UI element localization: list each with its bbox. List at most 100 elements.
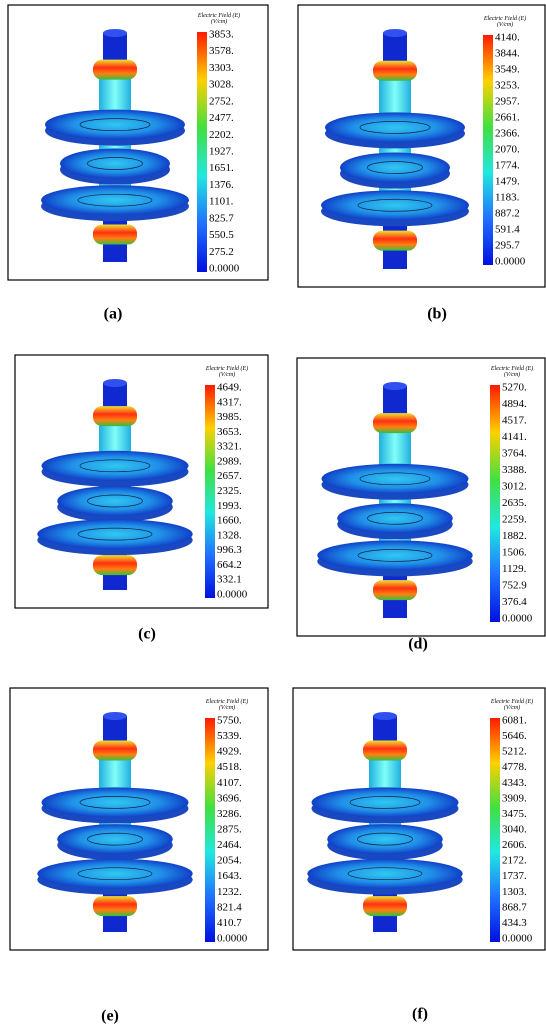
colorbar-label: 4649. (217, 382, 242, 394)
colorbar-label: 664.2 (217, 559, 242, 571)
colorbar (490, 385, 500, 622)
shed (37, 519, 192, 549)
shed (321, 190, 469, 220)
colorbar-label: 5750. (217, 715, 242, 727)
colorbar-label: 4140. (495, 32, 520, 44)
panel-caption: (c) (138, 626, 156, 643)
panel: Electric Field (E)(V/cm) 4649. 4317. 3985. 3… (15, 355, 268, 643)
rod-cap (103, 379, 127, 387)
colorbar-label: 1927. (209, 146, 234, 158)
shed (307, 859, 462, 889)
colorbar (197, 32, 207, 272)
colorbar-label: 4929. (217, 746, 242, 758)
colorbar-label: 3853. (209, 29, 234, 41)
fitting (93, 896, 137, 916)
fitting (93, 60, 137, 80)
fitting (373, 231, 417, 251)
colorbar-label: 2989. (217, 455, 242, 467)
colorbar-label: 0.0000 (495, 256, 526, 268)
colorbar-label: 2202. (209, 129, 234, 141)
fitting (93, 555, 137, 575)
colorbar-label: 332.1 (217, 574, 242, 586)
colorbar-label: 2259. (502, 514, 527, 526)
fitting (93, 225, 137, 245)
colorbar-label: 2957. (495, 96, 520, 108)
colorbar-label: 295.7 (495, 240, 520, 252)
colorbar-title: Electric Field (E) (205, 698, 248, 705)
colorbar-label: 2606. (502, 839, 527, 851)
colorbar-label: 1993. (217, 500, 242, 512)
colorbar-label: 1101. (209, 196, 234, 208)
rod-cap (103, 29, 127, 37)
colorbar-label: 4894. (502, 398, 527, 410)
shed (41, 185, 189, 215)
colorbar-unit: (V/cm) (504, 371, 520, 378)
colorbar-label: 1506. (502, 547, 527, 559)
colorbar-label: 2875. (217, 824, 242, 836)
panel: Electric Field (E)(V/cm)6081.5646.5212.4… (293, 688, 545, 1023)
colorbar-label: 275.2 (209, 246, 234, 258)
colorbar-unit: (V/cm) (211, 18, 227, 25)
colorbar (205, 385, 215, 598)
shed (57, 824, 173, 854)
colorbar-label: 0.0000 (217, 589, 248, 601)
colorbar-label: 2172. (502, 855, 527, 867)
colorbar-label: 1303. (502, 886, 527, 898)
fitting (373, 580, 417, 600)
colorbar (205, 718, 215, 942)
colorbar-label: 821.4 (217, 901, 242, 913)
colorbar-label: 1643. (217, 870, 242, 882)
colorbar-label: 3844. (495, 48, 520, 60)
colorbar-label: 1232. (217, 886, 242, 898)
panel-caption: (e) (101, 1008, 119, 1025)
colorbar-unit: (V/cm) (504, 704, 520, 711)
colorbar-title: Electric Field (E) (205, 365, 248, 372)
colorbar-label: 1737. (502, 870, 527, 882)
colorbar-label: 3321. (217, 441, 242, 453)
colorbar (490, 718, 500, 942)
colorbar-label: 2752. (209, 95, 234, 107)
shed (317, 540, 472, 570)
colorbar-label: 3475. (502, 808, 527, 820)
shed (57, 486, 173, 516)
colorbar-unit: (V/cm) (219, 704, 235, 711)
colorbar-label: 2054. (217, 855, 242, 867)
colorbar-label: 3303. (209, 62, 234, 74)
shed (42, 451, 189, 481)
shed (340, 153, 450, 183)
colorbar-label: 3696. (217, 792, 242, 804)
colorbar-label: 591.4 (495, 224, 520, 236)
colorbar-label: 3388. (502, 464, 527, 476)
colorbar-label: 3653. (217, 426, 242, 438)
colorbar-label: 1660. (217, 515, 242, 527)
colorbar-label: 3578. (209, 45, 234, 57)
colorbar-unit: (V/cm) (219, 371, 235, 378)
shed (60, 149, 170, 179)
colorbar-label: 3985. (217, 411, 242, 423)
colorbar-label: 752.9 (502, 580, 527, 592)
colorbar-label: 4317. (217, 396, 242, 408)
panel: Electric Field (E)(V/cm)4140.3844.3549.3… (298, 5, 545, 323)
colorbar-label: 4107. (217, 777, 242, 789)
colorbar-title: Electric Field (E) (490, 365, 533, 372)
shed (312, 787, 459, 817)
panel-caption: (d) (408, 636, 428, 653)
shed (42, 787, 189, 817)
fitting (93, 406, 137, 426)
colorbar-label: 4778. (502, 761, 527, 773)
colorbar-label: 0.0000 (502, 933, 533, 945)
colorbar-label: 376.4 (502, 596, 527, 608)
colorbar-label: 0.0000 (502, 613, 533, 625)
colorbar-label: 1183. (495, 192, 520, 204)
panel-caption: (f) (412, 1006, 428, 1023)
colorbar-title: Electric Field (E) (197, 12, 240, 19)
colorbar-label: 5646. (502, 730, 527, 742)
colorbar-label: 3549. (495, 64, 520, 76)
fitting (363, 896, 407, 916)
colorbar-label: 2661. (495, 112, 520, 124)
colorbar-label: 410.7 (217, 917, 242, 929)
fitting (363, 741, 407, 761)
colorbar-label: 1651. (209, 162, 234, 174)
colorbar-label: 3253. (495, 80, 520, 92)
panel: Electric Field (E)(V/cm)5750.5339.4929.4… (10, 688, 268, 1025)
